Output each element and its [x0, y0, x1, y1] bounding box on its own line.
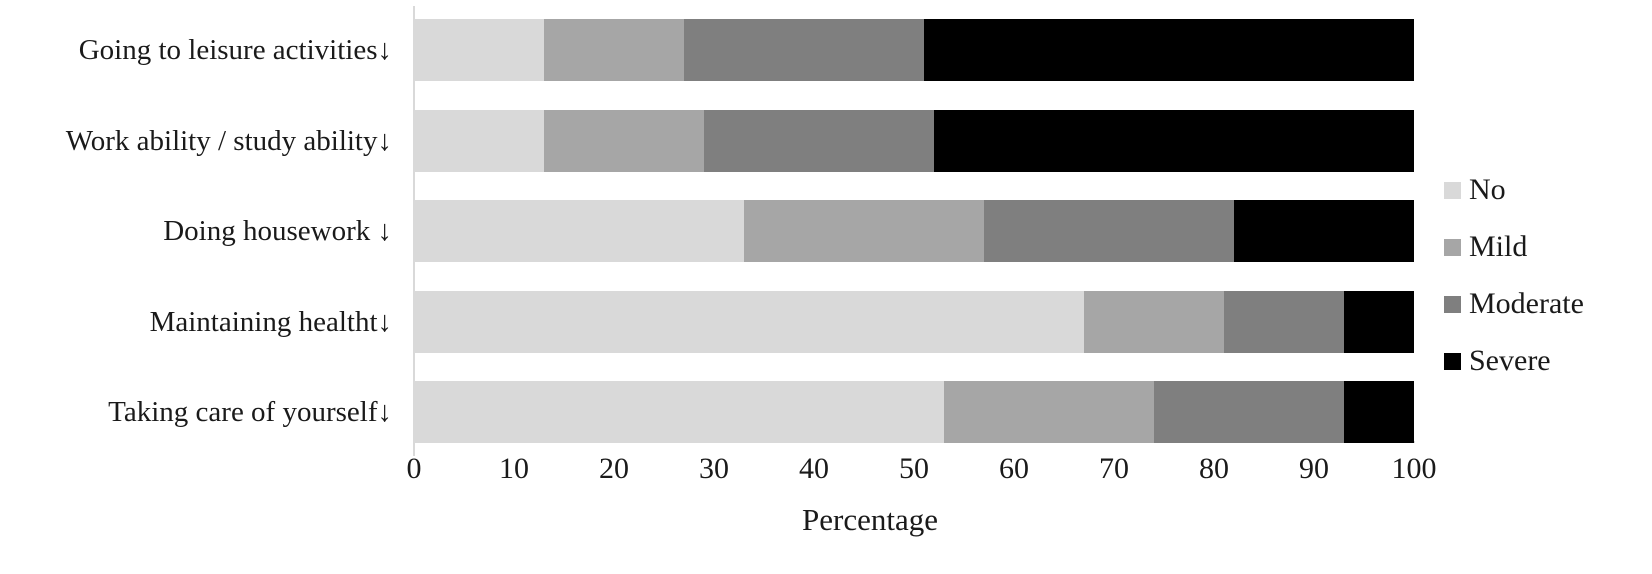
bar-segment-mild	[744, 200, 984, 262]
legend-item: No	[1444, 173, 1584, 207]
bar-segment-severe	[1344, 291, 1414, 353]
bar-segment-no	[414, 110, 544, 172]
legend-item: Moderate	[1444, 287, 1584, 321]
x-tick-label: 70	[1099, 452, 1129, 485]
legend-swatch-icon	[1444, 352, 1461, 370]
legend-label: No	[1469, 173, 1506, 206]
x-tick-label: 0	[406, 452, 422, 485]
legend-item: Mild	[1444, 230, 1584, 264]
bar-segment-moderate	[1154, 381, 1344, 443]
category-label: Work ability / study ability↓	[65, 124, 392, 157]
bar-row	[414, 291, 1414, 353]
bar-segment-no	[414, 291, 1084, 353]
legend-swatch-icon	[1444, 295, 1461, 313]
category-label: Going to leisure activities↓	[78, 33, 392, 66]
x-tick-label: 40	[799, 452, 829, 485]
bar-segment-no	[414, 200, 744, 262]
bar-row	[414, 110, 1414, 172]
x-tick-label: 10	[499, 452, 529, 485]
legend-item: Severe	[1444, 344, 1584, 378]
category-label: Maintaining healtht↓	[149, 305, 392, 338]
bar-row	[414, 19, 1414, 81]
bar-segment-no	[414, 381, 944, 443]
legend-swatch-icon	[1444, 238, 1461, 256]
x-tick-label: 90	[1299, 452, 1329, 485]
legend-label: Severe	[1469, 344, 1551, 377]
legend: No Mild Moderate Severe	[1444, 173, 1584, 378]
x-tick-label: 30	[699, 452, 729, 485]
bar-row	[414, 381, 1414, 443]
x-axis-title: Percentage	[802, 502, 938, 537]
legend-label: Mild	[1469, 230, 1528, 263]
x-tick-label: 20	[599, 452, 629, 485]
category-label: Doing housework ↓	[163, 214, 392, 247]
x-tick-label: 50	[899, 452, 929, 485]
bar-segment-no	[414, 19, 544, 81]
bar-row	[414, 200, 1414, 262]
bar-segment-mild	[944, 381, 1154, 443]
bar-segment-moderate	[704, 110, 934, 172]
bar-segment-severe	[1344, 381, 1414, 443]
bar-segment-moderate	[1224, 291, 1344, 353]
x-tick-label: 80	[1199, 452, 1229, 485]
bar-segment-moderate	[984, 200, 1234, 262]
bar-segment-mild	[544, 110, 704, 172]
bar-segment-severe	[1234, 200, 1414, 262]
legend-swatch-icon	[1444, 181, 1461, 199]
bar-segment-mild	[1084, 291, 1224, 353]
bar-segment-severe	[924, 19, 1414, 81]
legend-label: Moderate	[1469, 287, 1584, 320]
bar-segment-moderate	[684, 19, 924, 81]
x-tick-label: 100	[1391, 452, 1437, 485]
bar-segment-mild	[544, 19, 684, 81]
category-label: Taking care of yourself↓	[108, 395, 392, 428]
bar-segment-severe	[934, 110, 1414, 172]
x-tick-label: 60	[999, 452, 1029, 485]
